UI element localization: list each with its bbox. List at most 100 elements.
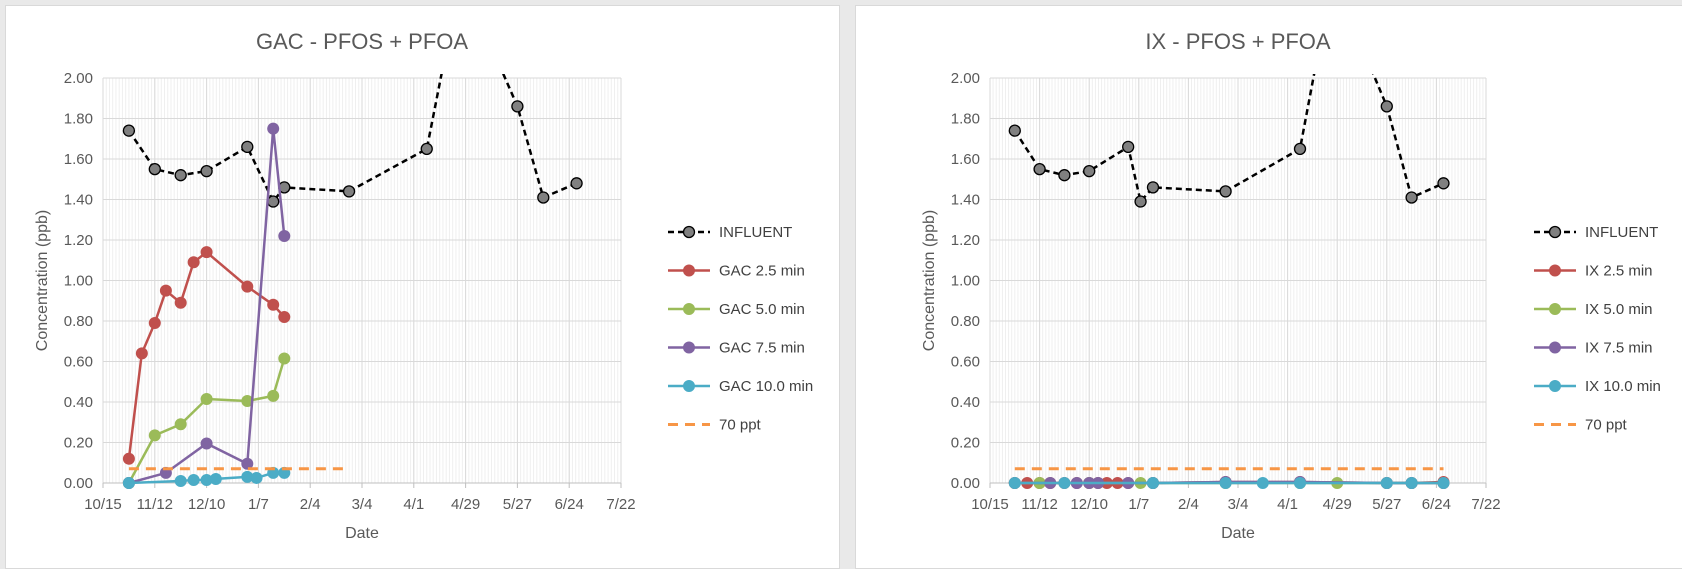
data-point: [209, 472, 222, 485]
x-axis-title: Date: [1221, 525, 1255, 542]
data-point: [1294, 477, 1306, 489]
legend-label: IX 5.0 min: [1585, 301, 1653, 318]
data-point: [122, 124, 136, 137]
data-point: [420, 142, 433, 156]
y-tick-label: 1.80: [951, 111, 980, 128]
data-point: [174, 296, 187, 309]
y-tick-label: 1.80: [64, 111, 93, 128]
y-tick-label: 0.00: [951, 475, 980, 492]
x-tick-label: 1/7: [1128, 496, 1149, 513]
y-tick-label: 0.80: [64, 313, 93, 330]
data-point: [1146, 477, 1159, 489]
legend-swatch-marker: [1549, 303, 1561, 315]
data-point: [250, 471, 263, 484]
y-tick-label: 0.00: [64, 475, 93, 492]
data-point: [241, 457, 254, 470]
x-tick-label: 2/4: [1178, 496, 1199, 513]
legend-swatch-marker: [1548, 225, 1562, 239]
data-point: [1437, 477, 1450, 489]
legend-label: GAC 5.0 min: [719, 301, 805, 318]
data-point: [122, 477, 135, 489]
x-tick-label: 7/22: [1471, 496, 1500, 513]
x-tick-label: 10/15: [84, 496, 122, 513]
data-point: [148, 429, 161, 442]
data-point: [1256, 477, 1269, 489]
x-tick-label: 2/4: [300, 496, 321, 513]
legend-swatch-marker: [682, 225, 696, 239]
data-point: [267, 389, 280, 402]
data-point: [241, 140, 254, 154]
x-tick-label: 10/15: [971, 496, 1009, 513]
y-tick-label: 0.60: [64, 354, 93, 371]
x-tick-label: 11/12: [1021, 496, 1057, 513]
data-point: [1405, 191, 1418, 204]
data-point: [187, 256, 200, 269]
data-point: [1058, 169, 1071, 182]
legend-swatch-marker: [1549, 341, 1561, 354]
x-tick-label: 7/22: [606, 496, 635, 513]
data-point: [1033, 162, 1046, 176]
y-tick-label: 0.40: [951, 394, 980, 411]
legend-swatch-marker: [683, 303, 695, 315]
x-tick-label: 11/12: [137, 496, 173, 513]
legend-swatch-marker: [683, 380, 695, 392]
data-point: [1405, 477, 1418, 489]
data-point: [148, 162, 161, 176]
y-tick-label: 1.00: [951, 273, 980, 290]
y-tick-label: 1.20: [64, 232, 93, 249]
data-point: [1219, 185, 1232, 198]
data-point: [1293, 142, 1307, 156]
legend-label: IX 2.5 min: [1585, 263, 1653, 280]
gac-chart: GAC - PFOS + PFOA 0.00 0.20 0.40 0.60 0.80 1.0…: [34, 29, 813, 542]
legend-label: IX 7.5 min: [1585, 340, 1653, 357]
y-tick-label: 1.40: [951, 192, 980, 209]
legend-label: 70 ppt: [1585, 417, 1628, 434]
chart-title: IX - PFOS + PFOA: [1145, 29, 1331, 54]
data-point: [200, 437, 213, 450]
y-tick-label: 0.20: [951, 435, 980, 452]
legend-swatch-marker: [1549, 264, 1561, 277]
data-point: [200, 246, 213, 259]
y-tick-label: 0.60: [951, 354, 980, 371]
x-tick-label: 6/24: [1422, 496, 1451, 513]
data-point: [267, 195, 280, 208]
data-point: [1122, 140, 1135, 154]
y-tick-label: 0.20: [64, 435, 93, 452]
y-tick-label: 2.00: [64, 70, 93, 87]
data-point: [1380, 100, 1393, 113]
y-tick-label: 1.20: [951, 232, 980, 249]
legend-label: 70 ppt: [719, 417, 762, 434]
x-axis-title: Date: [345, 525, 379, 542]
y-tick-label: 1.60: [64, 151, 93, 168]
data-point: [1437, 177, 1450, 190]
data-point: [1008, 124, 1021, 137]
data-point: [342, 185, 356, 198]
data-point: [267, 298, 280, 311]
ix-chart: IX - PFOS + PFOA 0.00 0.20 0.40 0.60 0.80 1.00…: [921, 29, 1661, 542]
x-tick-label: 3/4: [352, 496, 373, 513]
legend-label: INFLUENT: [1585, 224, 1658, 241]
y-axis-title: Concentration (ppb): [34, 210, 51, 351]
x-tick-label: 12/10: [1070, 496, 1108, 513]
y-tick-label: 1.60: [951, 151, 980, 168]
data-point: [200, 164, 213, 178]
data-point: [267, 122, 280, 135]
legend-label: INFLUENT: [719, 224, 792, 241]
gac-chart-panel: GAC - PFOS + PFOA 0.00 0.20 0.40 0.60 0.80 1.0…: [5, 5, 840, 569]
x-tick-label: 3/4: [1228, 496, 1249, 513]
y-axis-title: Concentration (ppb): [921, 210, 938, 351]
legend-label: GAC 10.0 min: [719, 378, 813, 395]
data-point: [1008, 477, 1021, 489]
data-point: [278, 229, 291, 242]
y-tick-label: 2.00: [951, 70, 980, 87]
x-tick-label: 4/29: [1323, 496, 1352, 513]
legend-swatch-marker: [683, 264, 695, 277]
data-point: [174, 474, 187, 487]
data-point: [278, 310, 291, 323]
legend-label: IX 10.0 min: [1585, 378, 1661, 395]
data-point: [1134, 195, 1147, 208]
x-tick-label: 6/24: [555, 496, 584, 513]
data-point: [200, 392, 213, 405]
data-point: [537, 191, 550, 204]
data-point: [1380, 477, 1393, 489]
